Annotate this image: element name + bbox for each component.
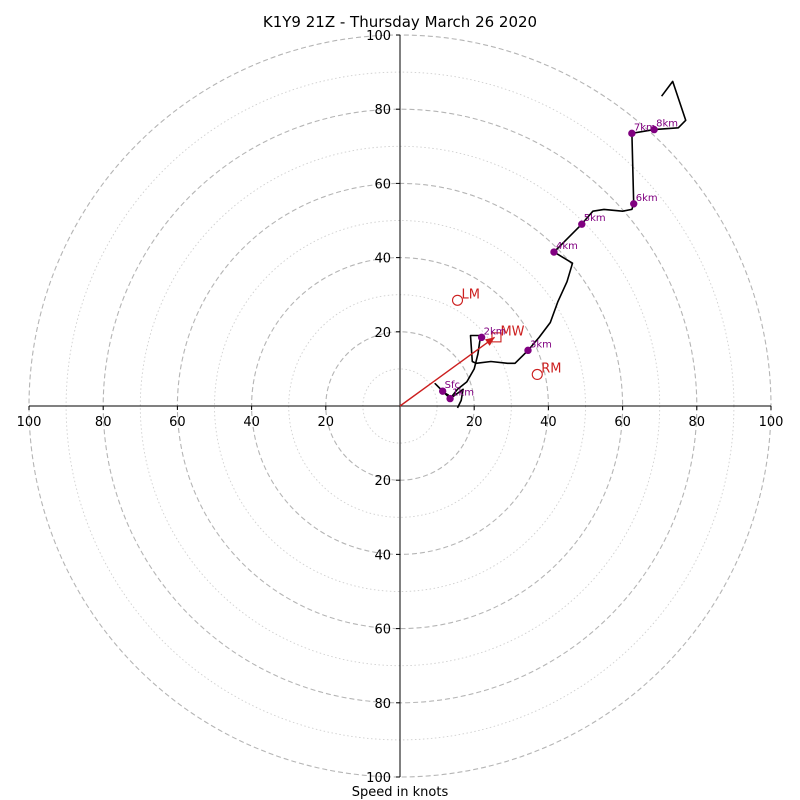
storm-marker-rm	[531, 368, 543, 381]
y-tick-label: 80	[374, 697, 391, 712]
x-tick-label: 20	[318, 415, 335, 430]
x-axis-label: Speed in knots	[352, 785, 449, 800]
height-marker-2km	[477, 333, 486, 342]
height-label-3km: 3km	[530, 339, 552, 350]
y-tick-label: 60	[374, 177, 391, 192]
x-tick-label: 60	[169, 415, 186, 430]
y-tick-label: 100	[366, 771, 391, 786]
y-tick-label: 20	[374, 474, 391, 489]
height-label-5km: 5km	[584, 213, 606, 224]
x-tick-label: 40	[243, 415, 260, 430]
height-marker-8km	[650, 125, 658, 134]
y-tick-label: 80	[374, 103, 391, 118]
height-marker-sfc	[438, 387, 447, 395]
height-marker-3km	[524, 346, 532, 355]
storm-label-mw: MW	[500, 324, 524, 339]
mean-wind-vector	[399, 336, 496, 407]
storm-marker-lm	[451, 294, 464, 306]
height-marker-7km	[628, 129, 636, 138]
height-label-1km: 1km	[452, 388, 474, 399]
storm-motion-group: LM MW RM	[399, 287, 562, 407]
height-label-4km: 4km	[556, 241, 578, 252]
height-label-7km: 7km	[634, 122, 656, 133]
x-tick-label: 60	[614, 415, 631, 430]
height-marker-5km	[578, 220, 586, 228]
height-label-sfc: Sfc	[445, 380, 460, 391]
x-tick-label: 100	[759, 415, 784, 430]
x-tick-label: 80	[95, 415, 112, 430]
storm-marker-mw	[491, 332, 502, 343]
y-tick-label: 40	[374, 252, 391, 267]
storm-label-lm: LM	[462, 287, 480, 302]
tick-labels: 20 20 20 20 40 40 40 40 60 60 60 60 80 80 80 80 100 100 10…	[17, 29, 784, 786]
x-tick-label: 40	[540, 415, 557, 430]
y-tick-label: 100	[366, 29, 391, 44]
height-marker-1km	[446, 394, 454, 403]
y-tick-label: 20	[374, 326, 391, 341]
y-tick-label: 60	[374, 623, 391, 638]
height-label-8km: 8km	[656, 119, 678, 130]
y-tick-label: 40	[374, 548, 391, 563]
height-marker-4km	[550, 248, 558, 256]
x-tick-label: 80	[689, 415, 706, 430]
storm-label-rm: RM	[541, 361, 561, 376]
height-label-2km: 2km	[484, 326, 506, 337]
chart-title: K1Y9 21Z - Thursday March 26 2020	[263, 13, 537, 31]
height-label-6km: 6km	[636, 193, 658, 204]
x-tick-label: 100	[17, 415, 42, 430]
height-marker-6km	[630, 200, 638, 208]
x-tick-label: 20	[466, 415, 483, 430]
